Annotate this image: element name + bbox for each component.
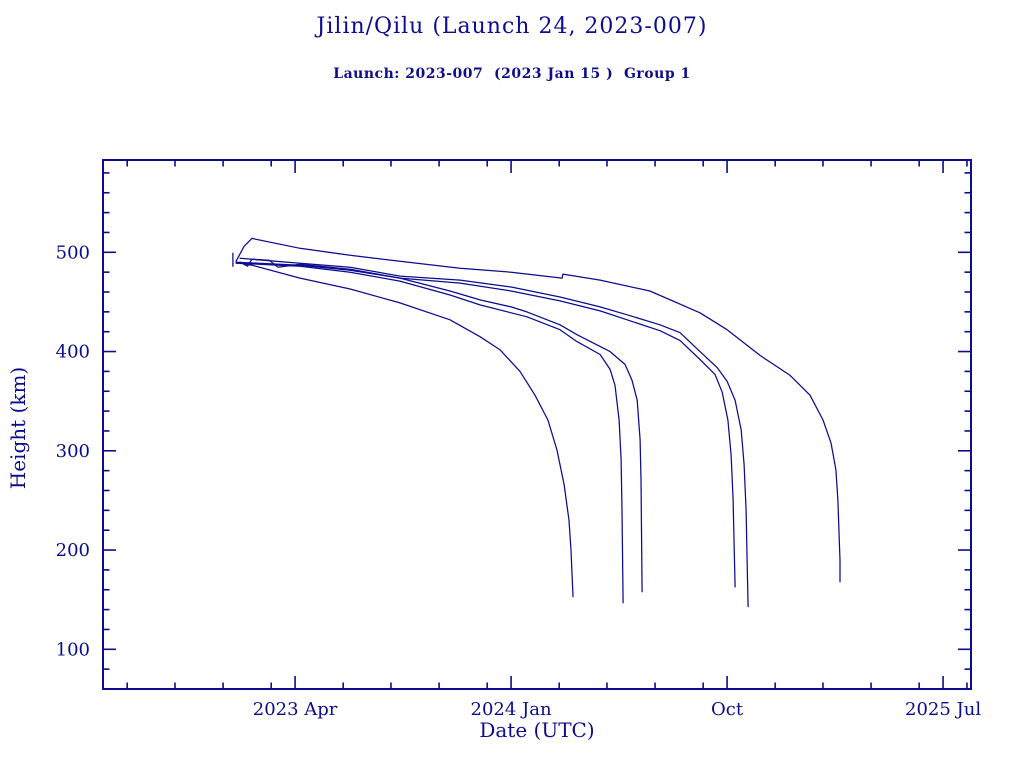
y-tick-label: 100 <box>56 639 90 660</box>
chart-subtitle: Launch: 2023-007 (2023 Jan 15 ) Group 1 <box>333 66 691 82</box>
series-line-object-C <box>235 261 643 593</box>
axis-frame <box>102 159 972 690</box>
y-tick-label: 300 <box>56 441 90 462</box>
series-line-object-E <box>239 257 749 608</box>
y-tick-label: 400 <box>56 342 90 363</box>
series-line-object-D <box>239 258 736 588</box>
y-tick-label: 200 <box>56 540 90 561</box>
x-tick-label: 2023 Apr <box>253 699 338 720</box>
chart-title: Jilin/Qilu (Launch 24, 2023-007) <box>316 14 708 39</box>
y-axis-label: Height (km) <box>6 366 30 490</box>
series-line-object-B <box>235 262 624 604</box>
series-line-object-F <box>235 237 841 583</box>
series-line-object-A <box>235 261 574 598</box>
x-tick-label: Oct <box>711 699 744 720</box>
x-tick-label: 2025 Jul <box>905 699 981 720</box>
x-axis-label: Date (UTC) <box>479 718 595 742</box>
x-tick-label: 2024 Jan <box>471 699 552 720</box>
y-tick-label: 500 <box>56 242 90 263</box>
